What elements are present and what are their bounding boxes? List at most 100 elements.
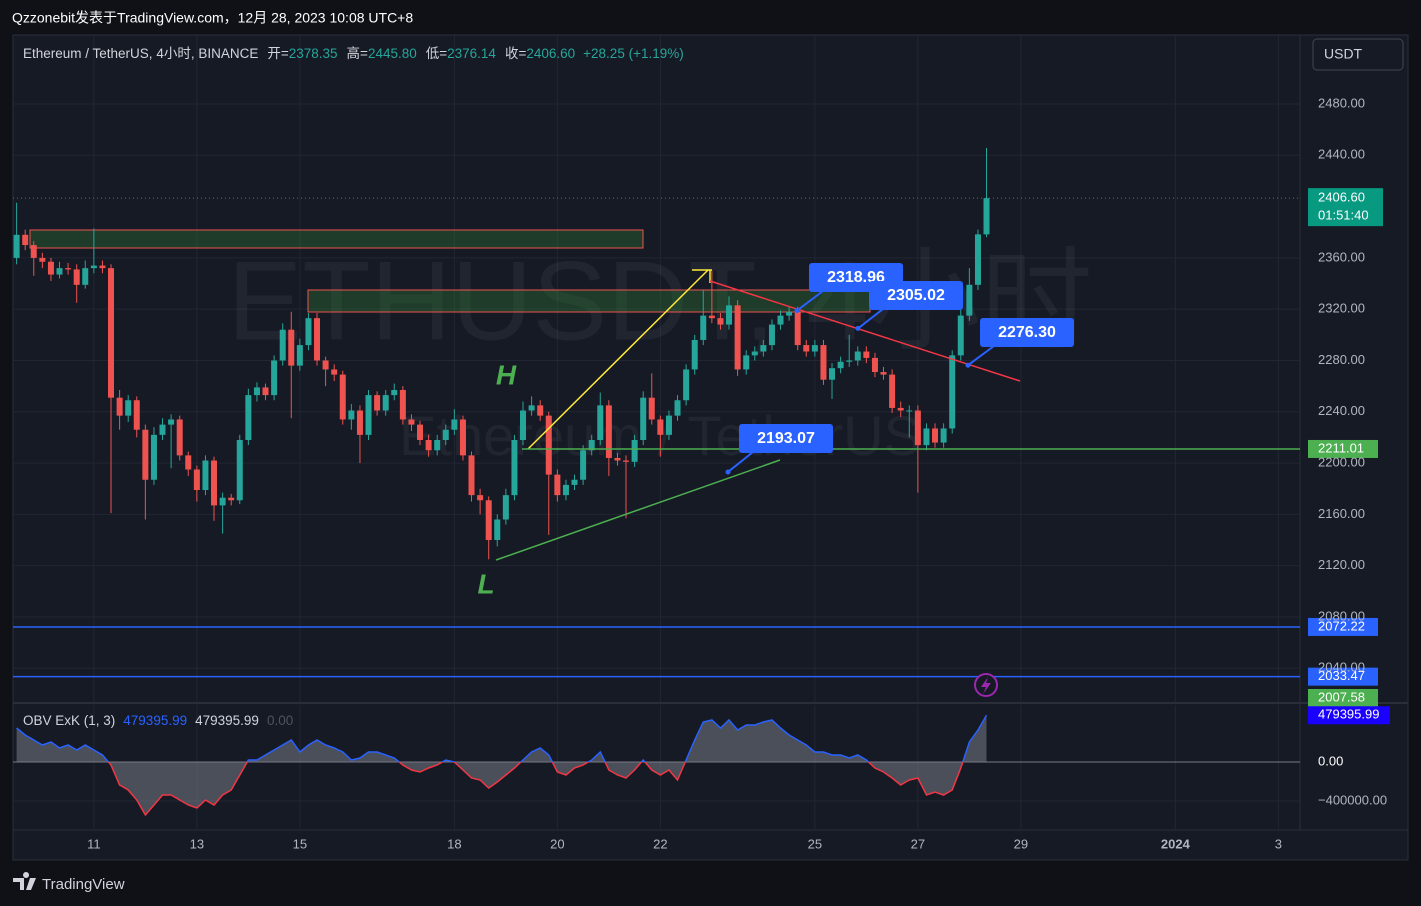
trend-line <box>495 459 781 561</box>
candle-body <box>477 495 484 501</box>
callout-point <box>855 325 861 331</box>
candle-body <box>13 234 20 258</box>
candle-body <box>820 345 827 380</box>
legend-label: 低= <box>426 46 447 61</box>
grid <box>13 35 1300 830</box>
callout-pointer <box>727 451 754 473</box>
candle-body <box>957 315 964 356</box>
candle-body <box>245 395 252 440</box>
candle-body <box>73 269 80 285</box>
level-label: 2007.58 <box>1318 689 1365 704</box>
candle-body <box>339 374 346 420</box>
candle-body <box>768 324 775 346</box>
obv-legend-value: 479395.99 <box>195 713 259 728</box>
candle-body <box>657 419 664 435</box>
x-tick-label: 20 <box>550 836 564 851</box>
obv-last-box <box>1308 706 1390 725</box>
callout-point <box>965 362 971 368</box>
y-tick-label: 2120.00 <box>1318 557 1365 572</box>
candle-body <box>717 318 724 325</box>
y-tick-label: 2280.00 <box>1318 352 1365 367</box>
x-tick-label: 13 <box>190 836 204 851</box>
candle-body <box>871 357 878 373</box>
candle-body <box>133 400 140 430</box>
level-label-box <box>1308 667 1378 686</box>
annotation: H <box>496 359 517 390</box>
zone-rect <box>29 229 644 249</box>
candle-body <box>47 261 54 275</box>
callout-point <box>725 469 731 475</box>
candle-body <box>854 351 861 361</box>
candle-body <box>30 245 37 258</box>
candle-body <box>211 460 218 506</box>
obv-name: OBV ExK (1, 3) <box>23 713 115 728</box>
candle-body <box>408 419 415 425</box>
obv-pane: 0.00 −400000.00 479395.99 OBV ExK (1, 3) 479… <box>13 706 1390 817</box>
candle-body <box>940 428 947 443</box>
x-tick-label: 3 <box>1275 836 1282 851</box>
candle-body <box>811 345 818 352</box>
candle-body <box>528 405 535 411</box>
legend-label: 开= <box>267 46 288 61</box>
y-tick-label: 2240.00 <box>1318 403 1365 418</box>
last-price-box <box>1308 188 1383 227</box>
level-label-box <box>1308 689 1378 707</box>
candle-body <box>279 329 286 361</box>
candle-body <box>451 419 458 430</box>
x-tick-label: 2024 <box>1161 836 1191 851</box>
candle-body <box>99 265 106 269</box>
legend-value: 2406.60 <box>526 46 575 61</box>
levels: 2406.60 01:51:40 2211.01 2072.22 2033.47 2007… <box>13 188 1383 707</box>
candle-body <box>631 439 638 462</box>
candle-body <box>966 284 973 316</box>
candle-body <box>193 469 200 491</box>
candle-body <box>889 374 896 408</box>
candle-body <box>932 428 939 443</box>
callout-pointer <box>796 290 824 312</box>
candle-body <box>760 345 767 352</box>
candle-body <box>202 460 209 491</box>
candle-body <box>580 450 587 480</box>
candle-body <box>176 419 183 456</box>
x-tick-label: 18 <box>447 836 461 851</box>
candle-body <box>794 311 801 346</box>
trend-line <box>527 269 709 450</box>
currency-button[interactable] <box>1312 38 1404 71</box>
callout-pointer <box>857 308 884 330</box>
callout-label: 2276.30 <box>998 324 1056 341</box>
candle-body <box>837 361 844 369</box>
candle-body <box>399 389 406 420</box>
obv-last-label: 479395.99 <box>1318 707 1379 722</box>
zone-rect <box>307 289 871 313</box>
candle-body <box>125 400 132 416</box>
candle-body <box>803 345 810 352</box>
x-tick-label: 29 <box>1014 836 1028 851</box>
candle-body <box>150 434 157 480</box>
candle-body <box>554 474 561 496</box>
y-tick-label: 2080.00 <box>1318 608 1365 623</box>
candle-body <box>691 339 698 370</box>
callout-label: 2305.02 <box>887 287 945 304</box>
candle-body <box>511 439 518 496</box>
candle-body <box>90 265 97 269</box>
level-label-box <box>1308 617 1378 636</box>
x-tick-label: 25 <box>808 836 822 851</box>
obv-legend-value: 0.00 <box>267 713 293 728</box>
candle-body <box>348 410 355 420</box>
candle-body <box>829 368 836 380</box>
y-tick-label: 2200.00 <box>1318 455 1365 470</box>
header: Qzzonebit发表于TradingView.com，12月 28, 2023… <box>12 10 413 26</box>
candle-body <box>185 455 192 470</box>
candle-body <box>65 268 72 270</box>
level-label: 2211.01 <box>1318 440 1364 455</box>
legend-label: 高= <box>347 45 368 61</box>
obv-legend: OBV ExK (1, 3) 479395.99 479395.99 0.00 <box>23 713 293 728</box>
candle-body <box>485 500 492 541</box>
y-tick-label: 2160.00 <box>1318 506 1365 521</box>
candle-body <box>219 497 226 506</box>
candle-body <box>674 400 681 416</box>
callout-box <box>739 424 833 453</box>
candle-body <box>356 410 363 435</box>
